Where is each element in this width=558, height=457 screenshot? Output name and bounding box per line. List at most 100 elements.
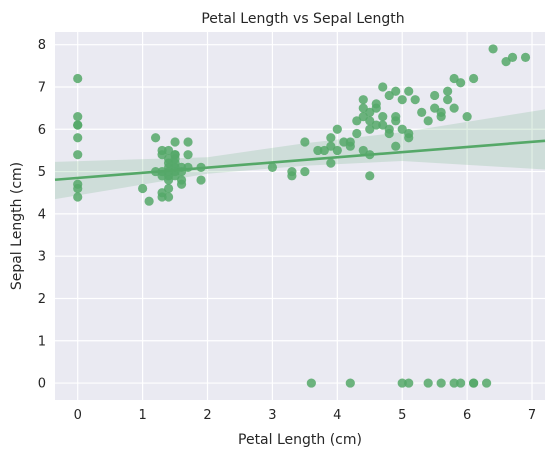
grid — [55, 32, 545, 400]
data-point — [469, 378, 479, 388]
data-point — [352, 128, 362, 139]
data-point — [443, 86, 453, 96]
data-point — [319, 145, 329, 156]
x-tick-label: 2 — [203, 408, 211, 423]
data-point — [507, 52, 518, 62]
y-tick-label: 6 — [38, 123, 46, 138]
data-point — [326, 158, 336, 168]
data-point — [73, 150, 83, 160]
data-point — [170, 137, 180, 147]
data-point — [371, 120, 381, 130]
y-tick-labels: 0 1 2 3 4 5 6 7 8 — [38, 38, 46, 391]
data-point — [326, 133, 336, 143]
data-point — [397, 124, 407, 134]
y-tick-label: 7 — [38, 80, 46, 95]
data-point — [365, 107, 375, 117]
data-point — [163, 175, 174, 185]
data-point — [436, 378, 446, 388]
x-tick-label: 7 — [528, 408, 536, 423]
data-point — [404, 86, 414, 96]
x-tick-label: 5 — [398, 408, 406, 423]
data-point — [339, 137, 349, 147]
plot-area — [55, 32, 545, 400]
x-tick-label: 0 — [74, 408, 82, 423]
data-point — [391, 141, 401, 151]
data-point — [73, 133, 83, 143]
data-point — [73, 111, 83, 122]
y-tick-label: 1 — [38, 334, 46, 349]
data-point — [488, 44, 498, 54]
data-point — [358, 145, 368, 156]
data-point — [144, 196, 154, 206]
y-tick-label: 4 — [38, 207, 46, 222]
data-point — [430, 90, 440, 101]
data-point — [138, 183, 148, 194]
data-point — [443, 95, 453, 105]
data-point — [150, 133, 161, 143]
y-axis-label: Sepal Length (cm) — [9, 162, 25, 290]
data-point — [378, 120, 388, 130]
data-point — [404, 378, 414, 388]
data-point — [73, 192, 83, 202]
data-point — [371, 99, 381, 109]
regression-line-layer — [54, 139, 546, 182]
x-tick-label: 4 — [333, 408, 341, 423]
data-point — [300, 166, 310, 177]
data-point — [183, 137, 193, 147]
data-point — [196, 175, 206, 185]
data-point — [170, 171, 180, 181]
data-point — [326, 141, 336, 151]
regression-line — [54, 139, 546, 182]
data-point — [332, 145, 342, 156]
data-point — [345, 137, 355, 147]
data-point — [449, 73, 459, 84]
data-point — [384, 128, 394, 139]
data-point — [449, 378, 459, 388]
data-point — [73, 120, 83, 130]
data-point — [501, 57, 511, 67]
data-point — [157, 192, 167, 202]
data-point — [358, 95, 368, 105]
data-point — [378, 111, 388, 122]
data-point — [430, 103, 440, 113]
x-tick-labels: 0 1 2 3 4 5 6 7 — [74, 408, 537, 423]
data-point — [365, 171, 375, 181]
data-point — [391, 86, 401, 96]
x-tick-label: 1 — [138, 408, 146, 423]
data-point — [365, 124, 375, 134]
data-point — [183, 150, 193, 160]
data-point — [358, 111, 368, 122]
y-tick-label: 2 — [38, 292, 46, 307]
data-point — [365, 116, 375, 126]
data-point — [300, 137, 310, 147]
data-point — [456, 78, 466, 88]
data-point — [456, 378, 466, 388]
data-point — [358, 103, 368, 113]
data-point — [520, 52, 531, 62]
data-point — [170, 150, 180, 160]
data-point — [404, 128, 414, 139]
data-point — [73, 183, 83, 194]
data-point — [157, 171, 167, 181]
data-point — [423, 378, 433, 388]
x-tick-label: 3 — [268, 408, 276, 423]
data-point — [163, 145, 174, 156]
data-point — [378, 82, 388, 92]
data-point — [267, 162, 278, 172]
data-point — [157, 145, 167, 156]
data-point — [176, 179, 187, 189]
y-tick-label: 0 — [38, 377, 46, 392]
data-point — [332, 124, 342, 134]
data-point — [73, 73, 83, 84]
data-point — [469, 73, 479, 84]
chart-title: Petal Length vs Sepal Length — [201, 11, 404, 27]
data-point — [163, 183, 174, 194]
y-tick-label: 8 — [38, 38, 46, 53]
data-point — [345, 378, 355, 388]
data-point — [417, 107, 427, 117]
data-point — [462, 111, 472, 122]
data-point — [410, 95, 420, 105]
data-point — [397, 95, 407, 105]
data-point — [391, 116, 401, 126]
data-point — [397, 378, 407, 388]
